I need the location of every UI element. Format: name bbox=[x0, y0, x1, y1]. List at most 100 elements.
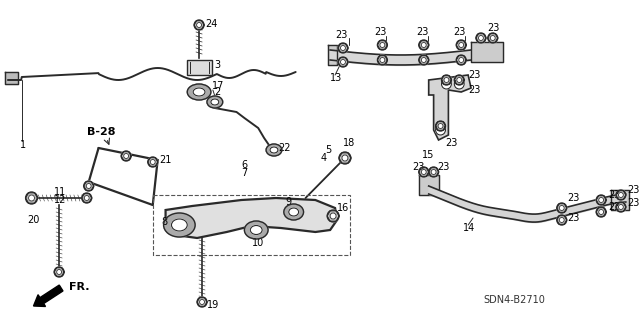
Circle shape bbox=[490, 35, 495, 41]
Circle shape bbox=[380, 57, 385, 63]
Polygon shape bbox=[166, 198, 337, 238]
Text: 5: 5 bbox=[325, 145, 332, 155]
Text: 21: 21 bbox=[159, 155, 172, 165]
Text: SDN4-B2710: SDN4-B2710 bbox=[483, 295, 545, 305]
FancyArrow shape bbox=[33, 285, 63, 307]
Circle shape bbox=[559, 218, 564, 222]
Text: FR.: FR. bbox=[69, 282, 90, 292]
Bar bbox=[153, 195, 350, 255]
Text: 23: 23 bbox=[335, 30, 348, 40]
Text: 6: 6 bbox=[241, 160, 248, 170]
Polygon shape bbox=[611, 190, 628, 210]
Circle shape bbox=[29, 195, 35, 201]
Circle shape bbox=[330, 213, 336, 219]
Polygon shape bbox=[5, 72, 18, 84]
Ellipse shape bbox=[289, 208, 299, 216]
Polygon shape bbox=[557, 204, 566, 212]
Circle shape bbox=[454, 79, 464, 89]
Circle shape bbox=[618, 192, 623, 197]
Circle shape bbox=[86, 183, 91, 189]
Circle shape bbox=[596, 195, 606, 205]
Polygon shape bbox=[429, 168, 438, 176]
Polygon shape bbox=[327, 211, 339, 221]
Text: 22: 22 bbox=[278, 143, 291, 153]
Polygon shape bbox=[616, 191, 626, 199]
Circle shape bbox=[339, 152, 351, 164]
Circle shape bbox=[200, 300, 205, 305]
Text: 23: 23 bbox=[487, 23, 499, 33]
Circle shape bbox=[340, 46, 346, 50]
Circle shape bbox=[82, 193, 92, 203]
Circle shape bbox=[148, 157, 157, 167]
Text: 23: 23 bbox=[608, 190, 620, 200]
Text: 23: 23 bbox=[438, 162, 450, 172]
Polygon shape bbox=[197, 298, 207, 306]
Text: 23: 23 bbox=[468, 70, 481, 80]
Polygon shape bbox=[339, 153, 351, 163]
Circle shape bbox=[342, 155, 348, 161]
Circle shape bbox=[26, 192, 38, 204]
Polygon shape bbox=[188, 60, 212, 75]
Polygon shape bbox=[596, 208, 606, 216]
Ellipse shape bbox=[284, 204, 303, 220]
Text: 2: 2 bbox=[214, 87, 220, 97]
Circle shape bbox=[54, 267, 64, 277]
Polygon shape bbox=[194, 21, 204, 29]
Text: 9: 9 bbox=[286, 197, 292, 207]
Text: 18: 18 bbox=[343, 138, 355, 148]
Polygon shape bbox=[442, 76, 451, 84]
Ellipse shape bbox=[172, 219, 188, 231]
Circle shape bbox=[419, 40, 429, 50]
Circle shape bbox=[438, 123, 443, 129]
Circle shape bbox=[488, 33, 498, 43]
Text: 23: 23 bbox=[468, 85, 481, 95]
Text: 13: 13 bbox=[330, 73, 342, 83]
Polygon shape bbox=[338, 44, 348, 52]
Circle shape bbox=[559, 205, 564, 211]
Circle shape bbox=[124, 153, 129, 159]
Circle shape bbox=[340, 60, 346, 64]
Ellipse shape bbox=[164, 213, 195, 237]
Circle shape bbox=[596, 207, 606, 217]
Polygon shape bbox=[471, 42, 502, 62]
Circle shape bbox=[57, 270, 61, 275]
Text: 14: 14 bbox=[463, 223, 476, 233]
Polygon shape bbox=[148, 158, 157, 166]
Circle shape bbox=[421, 57, 426, 63]
Text: B-28: B-28 bbox=[87, 127, 115, 137]
Text: 23: 23 bbox=[568, 213, 580, 223]
Circle shape bbox=[459, 42, 464, 48]
Circle shape bbox=[196, 23, 202, 27]
Polygon shape bbox=[26, 193, 38, 203]
Circle shape bbox=[598, 210, 604, 214]
Text: 23: 23 bbox=[568, 193, 580, 203]
Circle shape bbox=[457, 78, 461, 83]
Text: 4: 4 bbox=[320, 153, 326, 163]
Text: 3: 3 bbox=[214, 60, 220, 70]
Polygon shape bbox=[456, 41, 466, 49]
Text: 19: 19 bbox=[207, 300, 220, 310]
Text: 23: 23 bbox=[374, 27, 387, 37]
Circle shape bbox=[444, 78, 449, 83]
Circle shape bbox=[421, 42, 426, 48]
Text: 1: 1 bbox=[20, 140, 26, 150]
Circle shape bbox=[197, 297, 207, 307]
Text: 23: 23 bbox=[453, 27, 466, 37]
Circle shape bbox=[557, 215, 566, 225]
Polygon shape bbox=[476, 34, 486, 42]
Polygon shape bbox=[456, 56, 466, 64]
Ellipse shape bbox=[270, 147, 278, 153]
Circle shape bbox=[479, 35, 483, 41]
Circle shape bbox=[616, 190, 626, 200]
Text: 23: 23 bbox=[445, 138, 458, 148]
Circle shape bbox=[338, 57, 348, 67]
Ellipse shape bbox=[250, 226, 262, 234]
Polygon shape bbox=[54, 268, 64, 276]
Polygon shape bbox=[488, 34, 498, 42]
Ellipse shape bbox=[211, 99, 219, 105]
Circle shape bbox=[436, 125, 445, 135]
Circle shape bbox=[436, 121, 445, 131]
Circle shape bbox=[419, 167, 429, 177]
Text: 23: 23 bbox=[412, 162, 424, 172]
Circle shape bbox=[454, 75, 464, 85]
